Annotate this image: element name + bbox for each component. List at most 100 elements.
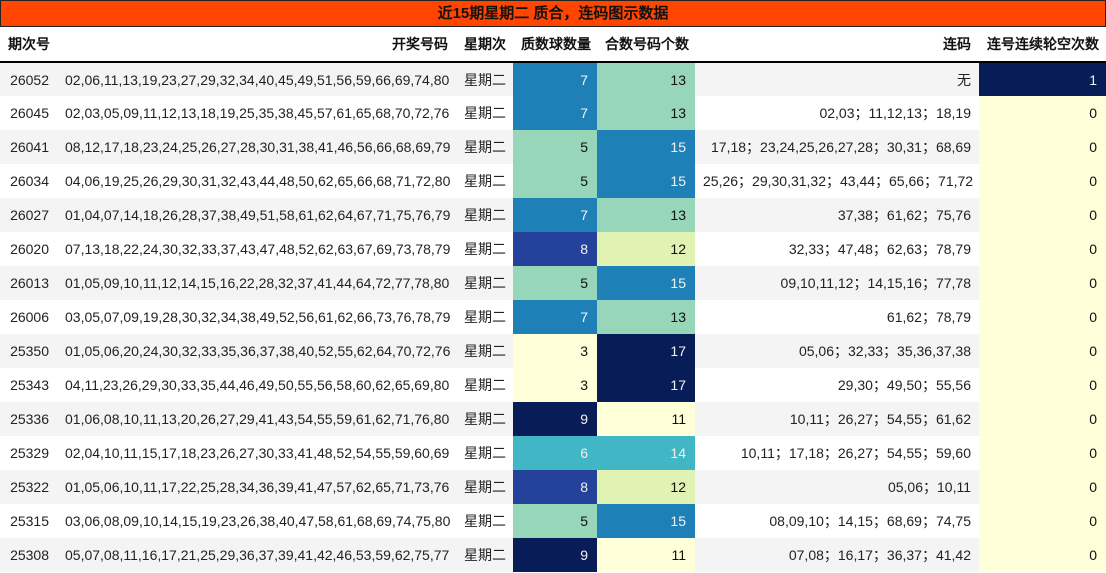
cell-consecutive: 17,18；23,24,25,26,27,28；30,31；68,69 [695,130,979,164]
cell-consecutive: 无 [695,62,979,96]
cell-miss-count: 0 [979,368,1106,402]
cell-composite-count: 11 [597,538,695,572]
cell-consecutive: 10,11；26,27；54,55；61,62 [695,402,979,436]
header-prime-count: 质数球数量 [513,27,597,63]
cell-consecutive: 07,08；16,17；36,37；41,42 [695,538,979,572]
cell-issue: 25322 [0,470,57,504]
cell-issue: 26041 [0,130,57,164]
cell-composite-count: 12 [597,470,695,504]
cell-numbers: 03,05,07,09,19,28,30,32,34,38,49,52,56,6… [57,300,456,334]
cell-miss-count: 0 [979,300,1106,334]
cell-miss-count: 0 [979,130,1106,164]
cell-issue: 25350 [0,334,57,368]
cell-miss-count: 0 [979,436,1106,470]
table-row: 26006 03,05,07,09,19,28,30,32,34,38,49,52… [0,300,1106,334]
table-row: 25350 01,05,06,20,24,30,32,33,35,36,37,38… [0,334,1106,368]
cell-prime-count: 5 [513,164,597,198]
cell-weekday: 星期二 [456,232,513,266]
cell-miss-count: 0 [979,334,1106,368]
table-row: 25315 03,06,08,09,10,14,15,19,23,26,38,40… [0,504,1106,538]
cell-weekday: 星期二 [456,62,513,96]
table-row: 26034 04,06,19,25,26,29,30,31,32,43,44,48… [0,164,1106,198]
cell-weekday: 星期二 [456,334,513,368]
cell-consecutive: 09,10,11,12；14,15,16；77,78 [695,266,979,300]
cell-consecutive: 05,06；32,33；35,36,37,38 [695,334,979,368]
cell-prime-count: 3 [513,334,597,368]
cell-consecutive: 25,26；29,30,31,32；43,44；65,66；71,72 [695,164,979,198]
header-numbers: 开奖号码 [57,27,456,63]
table-row: 25308 05,07,08,11,16,17,21,25,29,36,37,39… [0,538,1106,572]
cell-numbers: 07,13,18,22,24,30,32,33,37,43,47,48,52,6… [57,232,456,266]
cell-numbers: 03,06,08,09,10,14,15,19,23,26,38,40,47,5… [57,504,456,538]
cell-weekday: 星期二 [456,130,513,164]
cell-numbers: 01,04,07,14,18,26,28,37,38,49,51,58,61,6… [57,198,456,232]
cell-composite-count: 13 [597,300,695,334]
cell-prime-count: 8 [513,232,597,266]
cell-issue: 26013 [0,266,57,300]
cell-composite-count: 14 [597,436,695,470]
cell-consecutive: 05,06；10,11 [695,470,979,504]
table-row: 26013 01,05,09,10,11,12,14,15,16,22,28,32… [0,266,1106,300]
cell-issue: 25308 [0,538,57,572]
cell-numbers: 01,06,08,10,11,13,20,26,27,29,41,43,54,5… [57,402,456,436]
table-row: 26041 08,12,17,18,23,24,25,26,27,28,30,31… [0,130,1106,164]
cell-weekday: 星期二 [456,198,513,232]
cell-prime-count: 5 [513,504,597,538]
header-miss-count: 连号连续轮空次数 [979,27,1106,63]
table-row: 25329 02,04,10,11,15,17,18,23,26,27,30,33… [0,436,1106,470]
cell-prime-count: 9 [513,538,597,572]
table-row: 26020 07,13,18,22,24,30,32,33,37,43,47,48… [0,232,1106,266]
cell-numbers: 02,04,10,11,15,17,18,23,26,27,30,33,41,4… [57,436,456,470]
cell-issue: 25336 [0,402,57,436]
table-title: 近15期星期二 质合，连码图示数据 [0,0,1106,27]
cell-weekday: 星期二 [456,470,513,504]
cell-composite-count: 11 [597,402,695,436]
cell-numbers: 01,05,09,10,11,12,14,15,16,22,28,32,37,4… [57,266,456,300]
cell-consecutive: 37,38；61,62；75,76 [695,198,979,232]
cell-issue: 26034 [0,164,57,198]
cell-consecutive: 02,03；11,12,13；18,19 [695,96,979,130]
cell-composite-count: 13 [597,96,695,130]
cell-prime-count: 5 [513,130,597,164]
header-row: 期次号 开奖号码 星期次 质数球数量 合数号码个数 连码 连号连续轮空次数 [0,27,1106,63]
cell-weekday: 星期二 [456,266,513,300]
header-issue: 期次号 [0,27,57,63]
cell-composite-count: 13 [597,198,695,232]
cell-composite-count: 15 [597,504,695,538]
cell-numbers: 04,06,19,25,26,29,30,31,32,43,44,48,50,6… [57,164,456,198]
header-weekday: 星期次 [456,27,513,63]
cell-weekday: 星期二 [456,300,513,334]
lottery-data-table: 期次号 开奖号码 星期次 质数球数量 合数号码个数 连码 连号连续轮空次数 26… [0,27,1106,572]
cell-prime-count: 7 [513,62,597,96]
cell-prime-count: 7 [513,96,597,130]
table-row: 26052 02,06,11,13,19,23,27,29,32,34,40,45… [0,62,1106,96]
cell-miss-count: 0 [979,402,1106,436]
cell-miss-count: 0 [979,538,1106,572]
cell-prime-count: 6 [513,436,597,470]
cell-weekday: 星期二 [456,538,513,572]
cell-consecutive: 08,09,10；14,15；68,69；74,75 [695,504,979,538]
cell-issue: 25343 [0,368,57,402]
cell-weekday: 星期二 [456,402,513,436]
cell-composite-count: 13 [597,62,695,96]
cell-numbers: 02,06,11,13,19,23,27,29,32,34,40,45,49,5… [57,62,456,96]
cell-issue: 26027 [0,198,57,232]
cell-consecutive: 61,62；78,79 [695,300,979,334]
cell-prime-count: 3 [513,368,597,402]
cell-numbers: 08,12,17,18,23,24,25,26,27,28,30,31,38,4… [57,130,456,164]
cell-miss-count: 0 [979,266,1106,300]
table-row: 25336 01,06,08,10,11,13,20,26,27,29,41,43… [0,402,1106,436]
cell-weekday: 星期二 [456,504,513,538]
table-row: 26027 01,04,07,14,18,26,28,37,38,49,51,58… [0,198,1106,232]
cell-prime-count: 5 [513,266,597,300]
cell-composite-count: 17 [597,368,695,402]
header-consecutive: 连码 [695,27,979,63]
cell-consecutive: 29,30；49,50；55,56 [695,368,979,402]
cell-weekday: 星期二 [456,368,513,402]
cell-miss-count: 0 [979,470,1106,504]
header-composite-count: 合数号码个数 [597,27,695,63]
table-body: 26052 02,06,11,13,19,23,27,29,32,34,40,45… [0,62,1106,572]
table-row: 26045 02,03,05,09,11,12,13,18,19,25,35,38… [0,96,1106,130]
cell-issue: 26006 [0,300,57,334]
cell-issue: 25329 [0,436,57,470]
